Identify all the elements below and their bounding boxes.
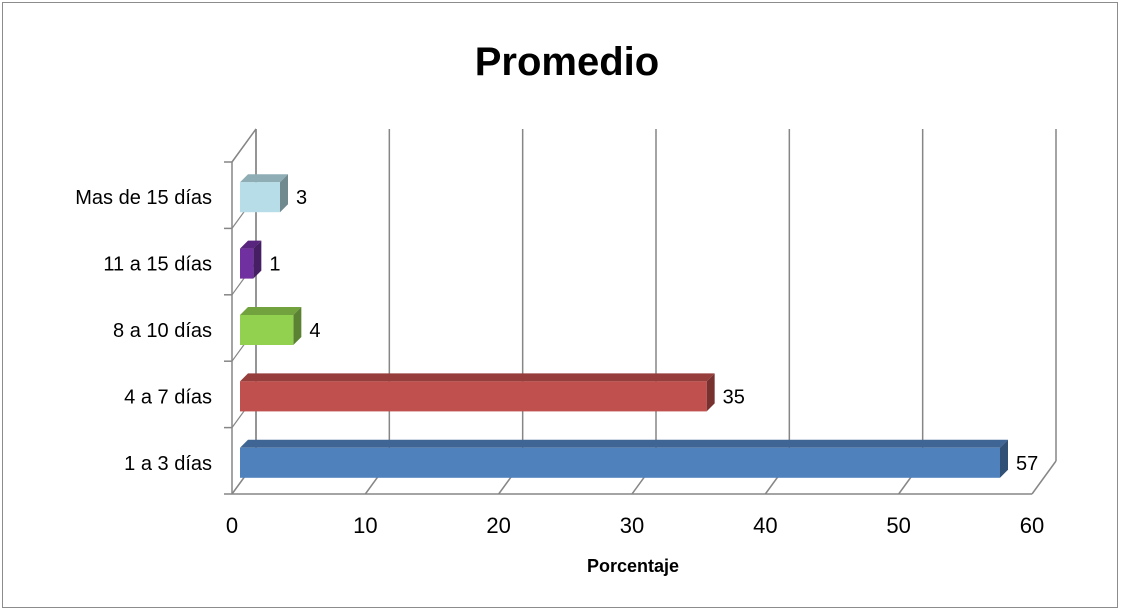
- x-tick-label: 30: [620, 513, 644, 538]
- bar: [240, 248, 254, 279]
- bar-side: [253, 240, 262, 279]
- floor-gridline: [1031, 460, 1057, 495]
- chart-title: Promedio: [475, 40, 659, 84]
- category-label: 11 a 15 días: [103, 254, 212, 276]
- bar: [240, 315, 294, 345]
- bar-top: [240, 373, 715, 382]
- side-wall-gridline: [231, 128, 257, 163]
- bar-side: [293, 307, 302, 345]
- category-label: 4 a 7 días: [124, 386, 212, 408]
- plot-area: 0 10 20 30 40 50 60 57 1 a 3 días 35 4 a 7 días 4 8 …: [75, 128, 1057, 538]
- bar: [240, 182, 280, 213]
- data-label: 1: [269, 254, 280, 276]
- x-tick-label: 20: [486, 513, 510, 538]
- category-label: 1 a 3 días: [124, 453, 212, 475]
- category-label: 8 a 10 días: [113, 320, 212, 342]
- data-label: 4: [309, 320, 320, 342]
- x-axis-title: Porcentaje: [587, 556, 679, 576]
- data-label: 35: [723, 386, 745, 408]
- bar-side: [280, 174, 288, 213]
- bar-side: [706, 373, 715, 412]
- x-tick-label: 40: [753, 513, 777, 538]
- bar-top: [240, 174, 288, 183]
- bar-side: [1000, 439, 1008, 478]
- category-label: Mas de 15 días: [75, 187, 212, 209]
- x-tick-label: 10: [353, 513, 377, 538]
- bar-top: [240, 439, 1008, 448]
- bar-top: [240, 307, 302, 315]
- data-label: 3: [296, 187, 307, 209]
- bar-top: [240, 240, 262, 249]
- x-tick-label: 50: [886, 513, 910, 538]
- x-tick-label: 60: [1020, 513, 1044, 538]
- x-tick-label: 0: [226, 513, 238, 538]
- bar: [240, 447, 1000, 478]
- data-label: 57: [1016, 453, 1038, 475]
- bar: [240, 381, 707, 412]
